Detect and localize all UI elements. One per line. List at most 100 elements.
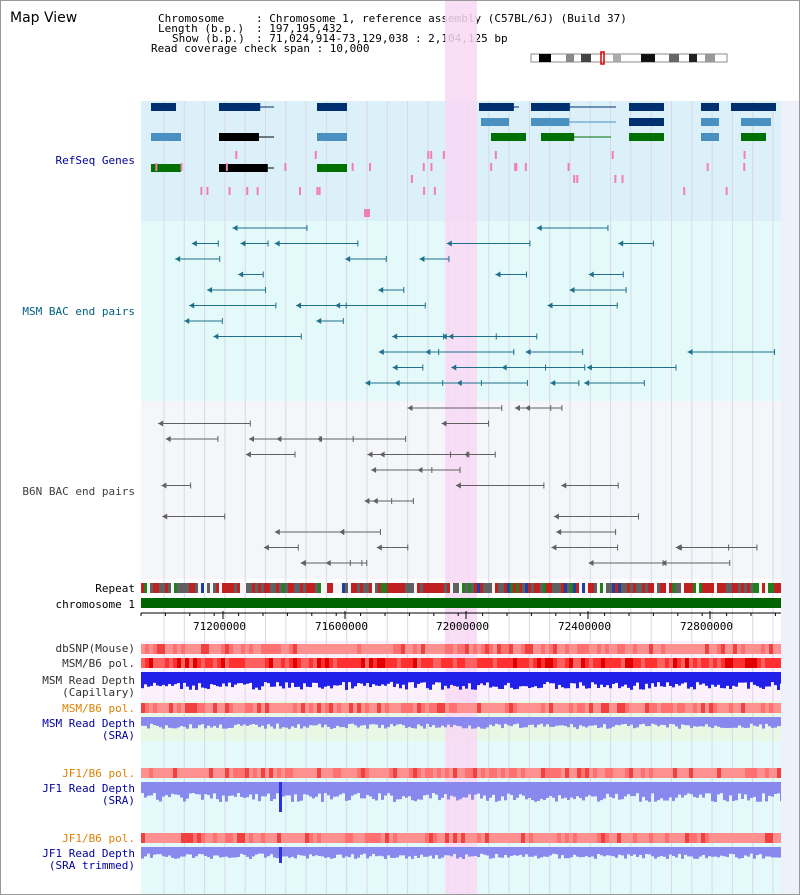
repeat-block bbox=[393, 583, 396, 593]
read-depth-bar bbox=[228, 782, 231, 796]
polymorphism-cell bbox=[677, 658, 681, 668]
polymorphism-cell bbox=[581, 768, 585, 778]
polymorphism-cell bbox=[293, 658, 297, 668]
read-depth-bar bbox=[630, 717, 633, 725]
read-depth-bar bbox=[531, 717, 534, 725]
read-depth-bar bbox=[426, 782, 429, 795]
read-depth-bar bbox=[435, 847, 438, 856]
read-depth-bar bbox=[267, 847, 270, 857]
polymorphism-cell bbox=[761, 658, 765, 668]
read-depth-bar bbox=[468, 847, 471, 857]
read-depth-bar bbox=[711, 782, 714, 802]
polymorphism-cell bbox=[661, 768, 665, 778]
read-depth-bar bbox=[639, 782, 642, 802]
read-depth-bar bbox=[702, 672, 705, 684]
polymorphism-cell bbox=[213, 833, 217, 843]
repeat-block bbox=[690, 583, 693, 593]
polymorphism-cell bbox=[573, 833, 577, 843]
repeat-block bbox=[159, 583, 162, 593]
read-depth-bar bbox=[183, 847, 186, 857]
repeat-block bbox=[771, 583, 774, 593]
polymorphism-cell bbox=[261, 833, 265, 843]
polymorphism-cell bbox=[337, 658, 341, 668]
polymorphism-cell bbox=[345, 658, 349, 668]
repeat-block bbox=[534, 583, 537, 593]
polymorphism-cell bbox=[649, 703, 653, 713]
read-depth-bar bbox=[471, 717, 474, 729]
polymorphism-cell bbox=[193, 833, 197, 843]
read-depth-bar bbox=[492, 847, 495, 859]
msm-bac-end bbox=[394, 380, 400, 386]
polymorphism-cell bbox=[617, 644, 621, 654]
read-depth-bar bbox=[261, 672, 264, 687]
read-depth-bar bbox=[330, 847, 333, 859]
read-depth-bar bbox=[387, 782, 390, 794]
show-key: Show (b.p.) bbox=[172, 32, 245, 45]
read-depth-bar bbox=[639, 847, 642, 855]
read-depth-bar bbox=[726, 717, 729, 729]
read-depth-bar bbox=[378, 672, 381, 686]
read-depth-bar bbox=[750, 672, 753, 683]
polymorphism-cell bbox=[773, 768, 777, 778]
polymorphism-cell bbox=[397, 644, 401, 654]
gene-marker bbox=[206, 187, 209, 195]
polymorphism-cell bbox=[177, 658, 181, 668]
read-depth-bar bbox=[567, 717, 570, 728]
repeat-block bbox=[633, 583, 636, 593]
read-depth-bar bbox=[360, 782, 363, 799]
polymorphism-cell bbox=[445, 644, 449, 654]
read-depth-bar bbox=[249, 717, 252, 725]
msm-bac-end bbox=[378, 349, 384, 355]
read-depth-bar bbox=[675, 672, 678, 684]
polymorphism-cell bbox=[281, 703, 285, 713]
read-depth-bar bbox=[198, 847, 201, 854]
gene-strand-arrow bbox=[541, 133, 547, 141]
read-depth-bar bbox=[702, 717, 705, 727]
polymorphism-cell bbox=[285, 658, 289, 668]
polymorphism-cell bbox=[285, 703, 289, 713]
read-depth-bar bbox=[513, 717, 516, 725]
polymorphism-cell bbox=[593, 703, 597, 713]
read-depth-bar bbox=[507, 782, 510, 794]
read-depth-bar bbox=[252, 717, 255, 724]
polymorphism-cell bbox=[629, 658, 633, 668]
read-depth-bar bbox=[738, 782, 741, 794]
read-depth-bar bbox=[417, 717, 420, 725]
read-depth-bar bbox=[366, 672, 369, 684]
read-depth-bar bbox=[531, 782, 534, 801]
read-depth-bar bbox=[492, 672, 495, 687]
polymorphism-cell bbox=[213, 644, 217, 654]
read-depth-bar bbox=[642, 717, 645, 724]
polymorphism-cell bbox=[753, 658, 757, 668]
polymorphism-cell bbox=[733, 833, 737, 843]
polymorphism-cell bbox=[717, 703, 721, 713]
polymorphism-cell bbox=[709, 658, 713, 668]
read-depth-bar bbox=[300, 672, 303, 690]
polymorphism-cell bbox=[273, 658, 277, 668]
read-depth-bar bbox=[198, 717, 201, 726]
polymorphism-cell bbox=[597, 703, 601, 713]
read-depth-bar bbox=[258, 672, 261, 690]
polymorphism-cell bbox=[289, 833, 293, 843]
polymorphism-cell bbox=[541, 833, 545, 843]
repeat-block bbox=[702, 583, 705, 593]
read-depth-bar bbox=[771, 847, 774, 858]
msm-bac-end bbox=[501, 364, 507, 371]
read-depth-bar bbox=[162, 672, 165, 685]
polymorphism-cell bbox=[197, 833, 201, 843]
polymorphism-cell bbox=[413, 833, 417, 843]
read-depth-bar bbox=[192, 847, 195, 858]
polymorphism-cell bbox=[345, 768, 349, 778]
polymorphism-cell bbox=[265, 703, 269, 713]
repeat-block bbox=[708, 583, 711, 593]
read-depth-bar bbox=[654, 717, 657, 725]
polymorphism-cell bbox=[565, 658, 569, 668]
read-depth-bar bbox=[726, 782, 729, 802]
read-depth-bar bbox=[375, 782, 378, 801]
msm-bac-end bbox=[365, 380, 371, 386]
read-depth-bar bbox=[321, 672, 324, 689]
read-depth-bar bbox=[756, 672, 759, 687]
polymorphism-cell bbox=[345, 703, 349, 713]
polymorphism-cell bbox=[637, 658, 641, 668]
